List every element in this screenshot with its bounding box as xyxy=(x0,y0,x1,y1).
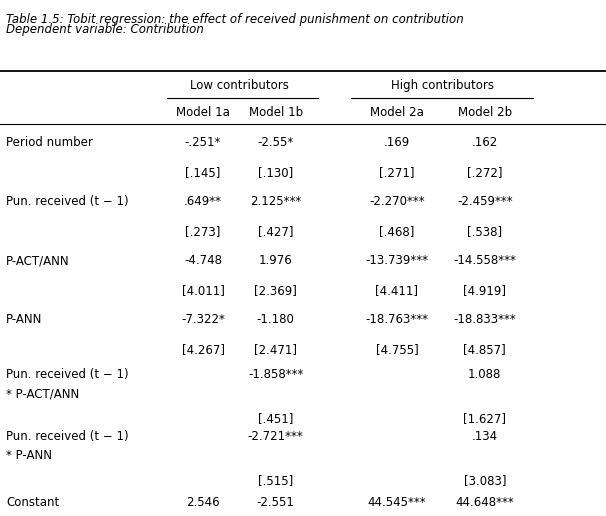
Text: [1.627]: [1.627] xyxy=(464,412,506,425)
Text: [.468]: [.468] xyxy=(379,225,415,238)
Text: [4.267]: [4.267] xyxy=(182,343,224,356)
Text: Model 1a: Model 1a xyxy=(176,106,230,119)
Text: [.273]: [.273] xyxy=(185,225,221,238)
Text: -14.558***: -14.558*** xyxy=(453,254,516,267)
Text: P-ACT/ANN: P-ACT/ANN xyxy=(6,254,70,267)
Text: 44.648***: 44.648*** xyxy=(456,496,514,509)
Text: [4.919]: [4.919] xyxy=(464,284,506,297)
Text: * P-ACT/ANN: * P-ACT/ANN xyxy=(6,388,79,400)
Text: High contributors: High contributors xyxy=(391,79,494,92)
Text: Pun. received (t − 1): Pun. received (t − 1) xyxy=(6,368,128,381)
Text: -18.763***: -18.763*** xyxy=(365,313,428,326)
Text: -.251*: -.251* xyxy=(185,136,221,149)
Text: Low contributors: Low contributors xyxy=(190,79,289,92)
Text: .169: .169 xyxy=(384,136,410,149)
Text: [.130]: [.130] xyxy=(258,166,293,179)
Text: P-ANN: P-ANN xyxy=(6,313,42,326)
Text: [.451]: [.451] xyxy=(258,412,293,425)
Text: [.272]: [.272] xyxy=(467,166,502,179)
Text: 2.125***: 2.125*** xyxy=(250,195,301,208)
Text: Model 1b: Model 1b xyxy=(248,106,303,119)
Text: Constant: Constant xyxy=(6,496,59,509)
Text: -4.748: -4.748 xyxy=(184,254,222,267)
Text: -2.459***: -2.459*** xyxy=(457,195,513,208)
Text: .649**: .649** xyxy=(184,195,222,208)
Text: .162: .162 xyxy=(471,136,498,149)
Text: -7.322*: -7.322* xyxy=(181,313,225,326)
Text: [3.083]: [3.083] xyxy=(464,474,506,487)
Text: -2.551: -2.551 xyxy=(257,496,295,509)
Text: -18.833***: -18.833*** xyxy=(453,313,516,326)
Text: Table 1.5: Tobit regression: the effect of received punishment on contribution: Table 1.5: Tobit regression: the effect … xyxy=(6,13,464,26)
Text: -13.739***: -13.739*** xyxy=(365,254,428,267)
Text: -2.270***: -2.270*** xyxy=(369,195,425,208)
Text: 2.546: 2.546 xyxy=(186,496,220,509)
Text: [.145]: [.145] xyxy=(185,166,221,179)
Text: [2.369]: [2.369] xyxy=(255,284,297,297)
Text: * P-ANN: * P-ANN xyxy=(6,449,52,462)
Text: Dependent variable: Contribution: Dependent variable: Contribution xyxy=(6,23,204,36)
Text: [4.411]: [4.411] xyxy=(376,284,418,297)
Text: Model 2b: Model 2b xyxy=(458,106,512,119)
Text: -2.721***: -2.721*** xyxy=(248,430,304,443)
Text: [4.011]: [4.011] xyxy=(182,284,224,297)
Text: 1.976: 1.976 xyxy=(259,254,293,267)
Text: 44.545***: 44.545*** xyxy=(368,496,426,509)
Text: Pun. received (t − 1): Pun. received (t − 1) xyxy=(6,430,128,443)
Text: [.515]: [.515] xyxy=(258,474,293,487)
Text: -1.858***: -1.858*** xyxy=(248,368,304,381)
Text: Pun. received (t − 1): Pun. received (t − 1) xyxy=(6,195,128,208)
Text: [.538]: [.538] xyxy=(467,225,502,238)
Text: Model 2a: Model 2a xyxy=(370,106,424,119)
Text: [.427]: [.427] xyxy=(258,225,293,238)
Text: Period number: Period number xyxy=(6,136,93,149)
Text: [4.755]: [4.755] xyxy=(376,343,418,356)
Text: [2.471]: [2.471] xyxy=(255,343,297,356)
Text: 1.088: 1.088 xyxy=(468,368,502,381)
Text: -2.55*: -2.55* xyxy=(258,136,294,149)
Text: [4.857]: [4.857] xyxy=(464,343,506,356)
Text: -1.180: -1.180 xyxy=(257,313,295,326)
Text: .134: .134 xyxy=(471,430,498,443)
Text: [.271]: [.271] xyxy=(379,166,415,179)
